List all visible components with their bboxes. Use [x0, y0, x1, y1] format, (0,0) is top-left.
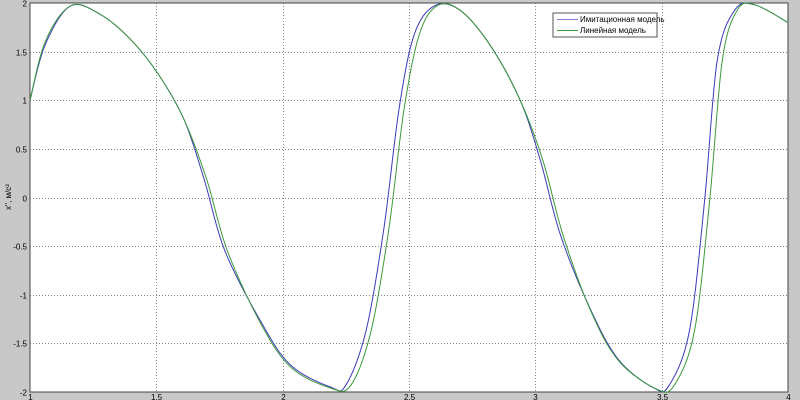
y-axis-label: x'', м/с²: [4, 184, 13, 210]
legend-label-imitation: Имитационная модель: [580, 15, 665, 24]
y-tick-label: 1.5: [16, 49, 28, 58]
y-tick-label: 1: [23, 97, 28, 106]
legend-label-linear: Линейная модель: [580, 26, 646, 35]
y-tick-label: 0.5: [16, 146, 28, 155]
legend: Имитационная модель Линейная модель: [552, 12, 665, 38]
series-line-linear: [29, 2, 789, 393]
y-tick-label: -0.5: [13, 243, 27, 252]
y-tick-label: -1.5: [13, 340, 27, 349]
series-lines: [29, 2, 789, 393]
y-tick-label: 2: [23, 0, 28, 9]
x-tick-label: 1: [28, 393, 33, 400]
y-axis-ticks: -2 -1.5 -1 -0.5 0 0.5 1 1.5 2: [13, 0, 27, 398]
x-tick-label: 1.5: [151, 393, 163, 400]
y-tick-label: -2: [20, 389, 28, 398]
y-tick-label: 0: [23, 195, 28, 204]
x-tick-label: 2.5: [404, 393, 416, 400]
y-tick-label: -1: [20, 292, 28, 301]
x-tick-label: 3: [533, 393, 538, 400]
plot-area: [29, 2, 789, 393]
x-tick-label: 3.5: [657, 393, 669, 400]
x-tick-label: 2: [281, 393, 286, 400]
x-axis-ticks: 1 1.5 2 2.5 3 3.5 4: [28, 393, 791, 400]
x-tick-label: 4: [786, 393, 791, 400]
